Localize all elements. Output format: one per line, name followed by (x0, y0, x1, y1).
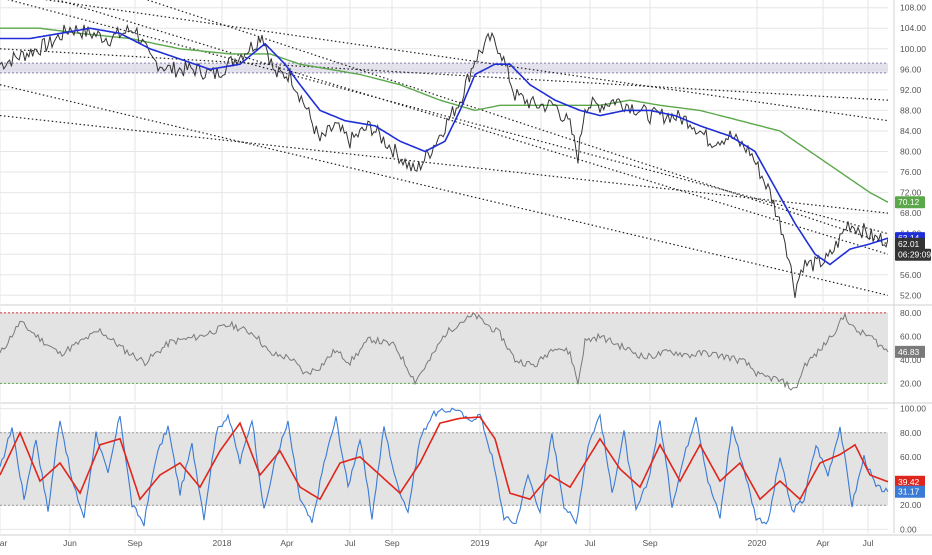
stoch-tag-label: 39.42 (898, 477, 920, 487)
stoch-d-line[interactable] (0, 416, 889, 501)
rsi-tag-box (895, 345, 925, 358)
y-tick-label: 80.00 (900, 147, 922, 157)
y-tick-label: 60.00 (900, 331, 922, 341)
price-tag-label: 70.12 (898, 197, 920, 207)
x-tick-label: Jul (345, 538, 356, 548)
rsi-band (0, 312, 888, 384)
x-tick-label: Sep (127, 538, 142, 548)
price-tag-label: 06:29:09 (898, 250, 931, 260)
price-tag-box (895, 248, 931, 261)
y-tick-label: 108.00 (900, 3, 926, 13)
y-tick-label: 72.00 (900, 188, 922, 198)
trendline (43, 0, 888, 122)
x-tick-label: 2019 (471, 538, 490, 548)
y-tick-label: 52.00 (900, 290, 922, 300)
y-tick-label: 20.00 (900, 378, 922, 388)
y-tick-label: 84.00 (900, 126, 922, 136)
stoch-tag-box (895, 475, 925, 488)
ma-green-line[interactable] (0, 27, 888, 203)
trendline (0, 84, 888, 296)
trendline (0, 114, 888, 214)
series[interactable] (0, 0, 889, 527)
x-tick-label: Apr (816, 538, 829, 548)
y-tick-label: 20.00 (900, 500, 922, 510)
x-tick-label: Apr (280, 538, 293, 548)
trendline (145, 0, 888, 245)
trendlines (0, 0, 888, 296)
stoch-k-line[interactable] (0, 407, 889, 527)
stoch-band (0, 432, 888, 506)
y-tick-label: 0.00 (900, 524, 917, 534)
y-tick-label: 96.00 (900, 64, 922, 74)
x-tick-label: Jul (585, 538, 596, 548)
y-tick-label: 104.00 (900, 23, 926, 33)
rsi-line[interactable] (0, 312, 889, 391)
y-tick-label: 100.00 (900, 404, 926, 414)
ma-blue-line[interactable] (0, 27, 888, 266)
y-tick-label: 76.00 (900, 167, 922, 177)
x-tick-label: Mar (0, 538, 7, 548)
y-tick-label: 60.00 (900, 452, 922, 462)
price-tag-box (895, 237, 925, 250)
y-tick-label: 88.00 (900, 105, 922, 115)
x-tick-label: Apr (534, 538, 547, 548)
price-tag-label: 62.01 (898, 239, 920, 249)
y-tick-label: 92.00 (900, 85, 922, 95)
x-tick-label: Jun (63, 538, 77, 548)
price-line[interactable] (0, 24, 888, 298)
bands (0, 62, 888, 506)
x-tick-label: 2018 (213, 538, 232, 548)
x-tick-label: 2020 (748, 538, 767, 548)
rsi-tag-label: 46.83 (898, 347, 920, 357)
price-series-group (0, 24, 888, 298)
y-tick-label: 100.00 (900, 44, 926, 54)
price-tag-box (895, 196, 925, 209)
resistance-zone (0, 63, 888, 73)
trendline (7, 0, 888, 235)
trendline (0, 48, 888, 101)
y-tick-label: 56.00 (900, 270, 922, 280)
stoch-tag-box (895, 485, 925, 498)
y-tick-label: 80.00 (900, 428, 922, 438)
axes: Mar Jun Sep 2018 Apr Jul Sep 2019 Apr Jul Sep 2020 A… (0, 3, 926, 548)
y-tick-label: 68.00 (900, 208, 922, 218)
x-tick-label: Sep (384, 538, 399, 548)
x-tick-label: Jul (863, 538, 874, 548)
y-tick-label: 80.00 (900, 308, 922, 318)
stoch-tag-label: 31.17 (898, 487, 920, 497)
x-tick-label: Sep (642, 538, 657, 548)
y-tick-label: 40.00 (900, 355, 922, 365)
